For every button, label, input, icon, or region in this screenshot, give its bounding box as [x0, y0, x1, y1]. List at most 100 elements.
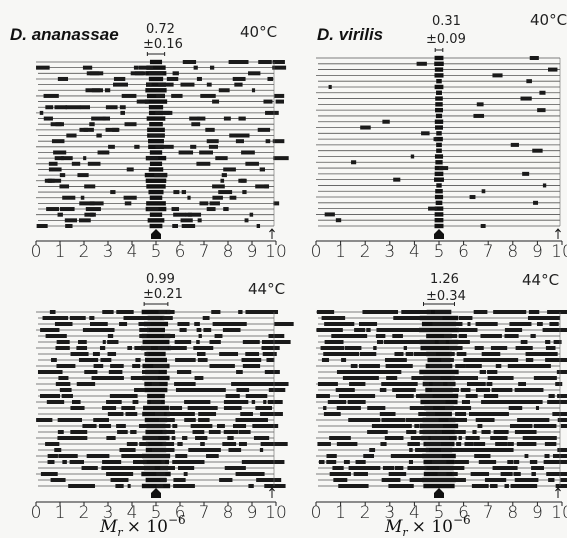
melt-segment [476, 102, 484, 107]
melt-segment [394, 478, 401, 482]
melt-segment [198, 418, 210, 422]
melt-segment [49, 460, 55, 464]
melt-segment [363, 454, 375, 458]
melt-segment [252, 418, 268, 422]
melt-segment [490, 346, 505, 350]
melt-segment [395, 424, 412, 428]
central-melt-segment [434, 55, 444, 61]
melt-segment [64, 418, 83, 422]
melt-segment [71, 161, 81, 166]
melt-segment [398, 316, 420, 320]
melt-segment [351, 160, 357, 165]
melt-segment [43, 116, 53, 121]
melt-segment [263, 99, 273, 104]
melt-segment [93, 364, 104, 368]
x-tick-label: 5 [434, 242, 445, 262]
melt-segment [233, 424, 247, 428]
melt-segment [561, 472, 567, 476]
melt-segment [196, 328, 202, 332]
melt-segment [248, 484, 254, 488]
melt-segment [36, 418, 53, 422]
melt-segment [65, 394, 73, 398]
melt-segment [541, 376, 554, 380]
sd-label: ±0.34 [426, 289, 466, 304]
central-melt-segment [149, 195, 163, 200]
melt-segment [42, 316, 52, 320]
melt-segment [465, 376, 478, 380]
melt-segment [219, 478, 233, 482]
melt-segment [351, 466, 357, 470]
melt-segment [78, 218, 91, 223]
melt-segment [89, 201, 104, 206]
melt-segment [515, 346, 529, 350]
melt-segment [125, 412, 138, 416]
melt-segment [487, 376, 503, 380]
melt-segment [218, 88, 230, 93]
melt-segment [473, 310, 488, 314]
melt-segment [380, 442, 387, 446]
melt-segment [89, 316, 95, 320]
melt-segment [419, 376, 438, 380]
melt-segment [547, 400, 567, 404]
melt-segment [512, 424, 533, 428]
melt-segment [520, 400, 543, 404]
melt-segment [440, 448, 455, 452]
melt-segment [419, 430, 436, 434]
melt-segment [448, 466, 453, 470]
melt-segment [493, 310, 514, 314]
melt-segment [443, 478, 466, 482]
melt-segment [367, 430, 388, 434]
melt-segment [556, 370, 567, 374]
melt-segment [124, 201, 132, 206]
central-melt-segment [426, 351, 452, 357]
melt-segment [362, 310, 367, 314]
melt-segment [84, 184, 96, 189]
central-melt-segment [143, 321, 169, 327]
melt-segment [240, 412, 253, 416]
melt-segment [481, 460, 497, 464]
melt-segment [546, 358, 564, 362]
melt-segment [48, 316, 69, 320]
melt-segment [59, 184, 70, 189]
melt-segment [340, 394, 362, 398]
melt-segment [175, 388, 195, 392]
melt-segment [480, 334, 502, 338]
melt-segment [116, 310, 134, 314]
melt-segment [97, 150, 108, 155]
central-melt-segment [436, 131, 442, 136]
melt-segment [48, 167, 53, 172]
x-tick-label: 0 [31, 503, 42, 523]
melt-segment [316, 394, 330, 398]
melt-segment [82, 328, 98, 332]
melt-segment [144, 352, 149, 356]
melt-segment [244, 358, 259, 362]
melt-segment [223, 400, 241, 404]
central-melt-segment [147, 393, 165, 399]
melt-segment [55, 346, 70, 350]
central-melt-segment [434, 194, 444, 200]
x-tick-label: 9 [247, 503, 258, 523]
temperature-label: 44°C [522, 271, 559, 289]
melt-segment [177, 358, 191, 362]
melt-segment [321, 358, 330, 362]
melt-segment [537, 108, 546, 113]
melt-segment [169, 406, 183, 410]
melt-segment [86, 71, 100, 76]
melt-segment [425, 442, 442, 446]
melt-segment [130, 71, 144, 76]
melt-segment [458, 436, 462, 440]
melt-segment [85, 207, 101, 212]
melt-segment [46, 400, 65, 404]
melt-segment [350, 364, 358, 368]
melt-segment [517, 418, 531, 422]
melt-segment [420, 424, 432, 428]
melt-segment [255, 406, 272, 410]
melt-segment [432, 322, 448, 326]
x-tick-label: 6 [175, 503, 186, 523]
melt-segment [70, 352, 89, 356]
melt-segment [177, 322, 190, 326]
melt-segment [316, 328, 337, 332]
melt-segment [343, 460, 350, 464]
melt-segment [116, 424, 126, 428]
melt-segment [219, 352, 239, 356]
